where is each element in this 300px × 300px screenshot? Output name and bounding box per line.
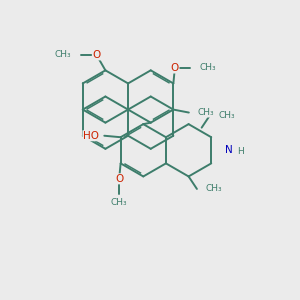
Text: CH₃: CH₃ <box>198 108 214 117</box>
Text: CH₃: CH₃ <box>219 111 236 120</box>
Text: CH₃: CH₃ <box>200 64 216 73</box>
Text: CH₃: CH₃ <box>206 184 223 194</box>
Text: N: N <box>225 145 233 155</box>
Text: HO: HO <box>83 131 99 141</box>
Text: CH₃: CH₃ <box>55 50 71 59</box>
Text: O: O <box>171 63 179 73</box>
Text: CH₃: CH₃ <box>111 198 128 207</box>
Text: O: O <box>115 174 123 184</box>
Text: H: H <box>237 147 244 156</box>
Text: O: O <box>92 50 101 60</box>
